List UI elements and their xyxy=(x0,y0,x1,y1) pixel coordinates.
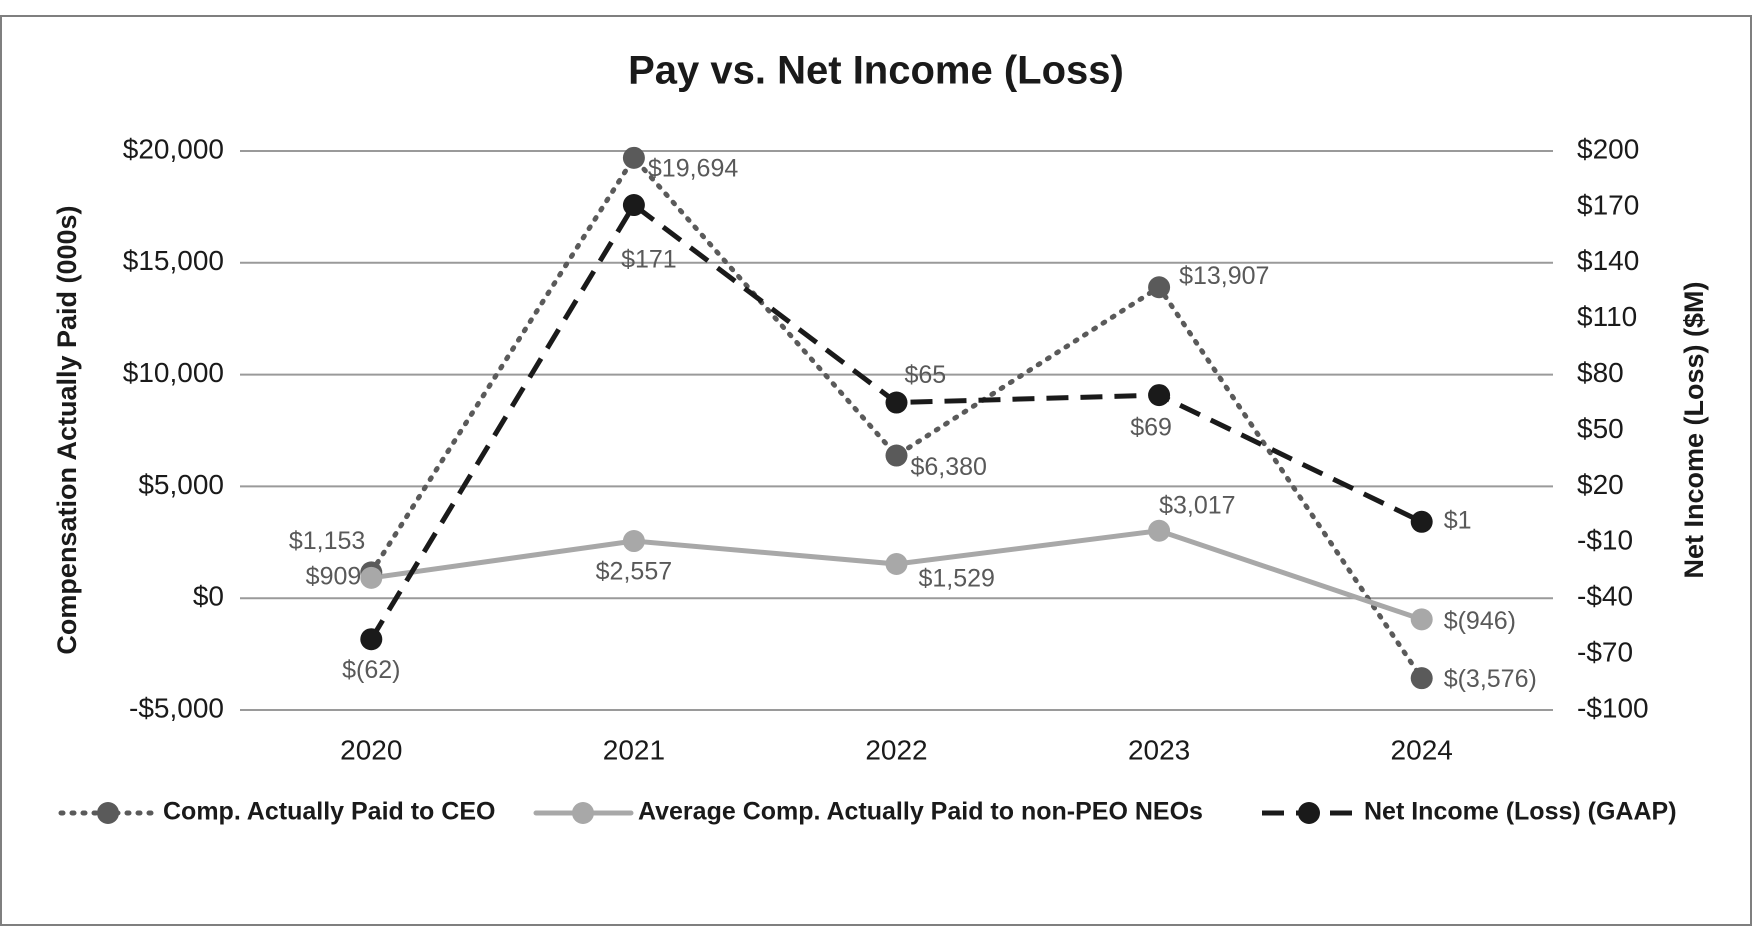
data-label: $(3,576) xyxy=(1444,665,1537,693)
x-tick-label: 2022 xyxy=(865,734,927,765)
marker xyxy=(885,444,908,467)
data-label: $(946) xyxy=(1444,607,1516,635)
data-label: $171 xyxy=(621,246,677,274)
data-label: $(62) xyxy=(342,656,400,684)
chart-border xyxy=(0,15,1752,926)
data-label: $1,153 xyxy=(289,527,365,555)
y-axis-title: Compensation Actually Paid (000s) xyxy=(52,205,82,654)
y2-tick-label: $80 xyxy=(1577,357,1624,388)
marker xyxy=(885,391,908,414)
marker xyxy=(1410,608,1433,631)
y2-axis-title: Net Income (Loss) ($M) xyxy=(1679,281,1709,578)
y2-tick-label: -$70 xyxy=(1577,636,1633,667)
y2-tick-label: $170 xyxy=(1577,189,1639,220)
legend-marker xyxy=(572,802,594,824)
data-label: $1 xyxy=(1444,506,1472,534)
y2-tick-label: $200 xyxy=(1577,133,1639,164)
marker xyxy=(1148,519,1171,542)
y2-tick-label: -$100 xyxy=(1577,692,1649,723)
y2-tick-label: $50 xyxy=(1577,413,1624,444)
legend-marker xyxy=(97,802,119,824)
y2-tick-label: $20 xyxy=(1577,469,1624,500)
marker xyxy=(1148,276,1171,299)
data-label: $65 xyxy=(905,361,947,389)
y2-tick-label: $110 xyxy=(1577,301,1637,332)
x-tick-label: 2020 xyxy=(340,734,402,765)
legend-label: Net Income (Loss) (GAAP) xyxy=(1364,798,1677,826)
chart-title: Pay vs. Net Income (Loss) xyxy=(628,49,1124,93)
legend-marker xyxy=(1298,802,1320,824)
marker xyxy=(1410,667,1433,690)
marker xyxy=(622,194,645,217)
x-tick-label: 2021 xyxy=(603,734,665,765)
marker xyxy=(622,146,645,169)
marker xyxy=(360,566,383,589)
data-label: $3,017 xyxy=(1159,491,1235,519)
marker xyxy=(360,628,383,651)
y-tick-label: $5,000 xyxy=(138,469,224,500)
data-label: $1,529 xyxy=(919,565,995,593)
x-tick-label: 2023 xyxy=(1128,734,1190,765)
data-label: $19,694 xyxy=(648,154,738,182)
data-label: $6,380 xyxy=(911,453,987,481)
marker xyxy=(1410,510,1433,533)
legend-label: Comp. Actually Paid to CEO xyxy=(163,798,495,826)
y-tick-label: -$5,000 xyxy=(129,692,224,723)
y2-tick-label: $140 xyxy=(1577,245,1639,276)
y-tick-label: $10,000 xyxy=(123,357,224,388)
marker xyxy=(1148,384,1171,407)
y2-tick-label: -$40 xyxy=(1577,581,1633,612)
y2-tick-label: -$10 xyxy=(1577,525,1633,556)
legend-label: Average Comp. Actually Paid to non-PEO N… xyxy=(638,798,1203,826)
x-tick-label: 2024 xyxy=(1391,734,1453,765)
series-line xyxy=(368,153,1425,681)
data-label: $13,907 xyxy=(1179,262,1269,290)
y-tick-label: $15,000 xyxy=(123,245,224,276)
data-label: $2,557 xyxy=(596,558,672,586)
data-label: $909 xyxy=(306,562,362,590)
data-label: $69 xyxy=(1130,414,1172,442)
y-tick-label: $0 xyxy=(193,581,224,612)
marker xyxy=(885,553,908,576)
y-tick-label: $20,000 xyxy=(123,133,224,164)
marker xyxy=(622,530,645,553)
